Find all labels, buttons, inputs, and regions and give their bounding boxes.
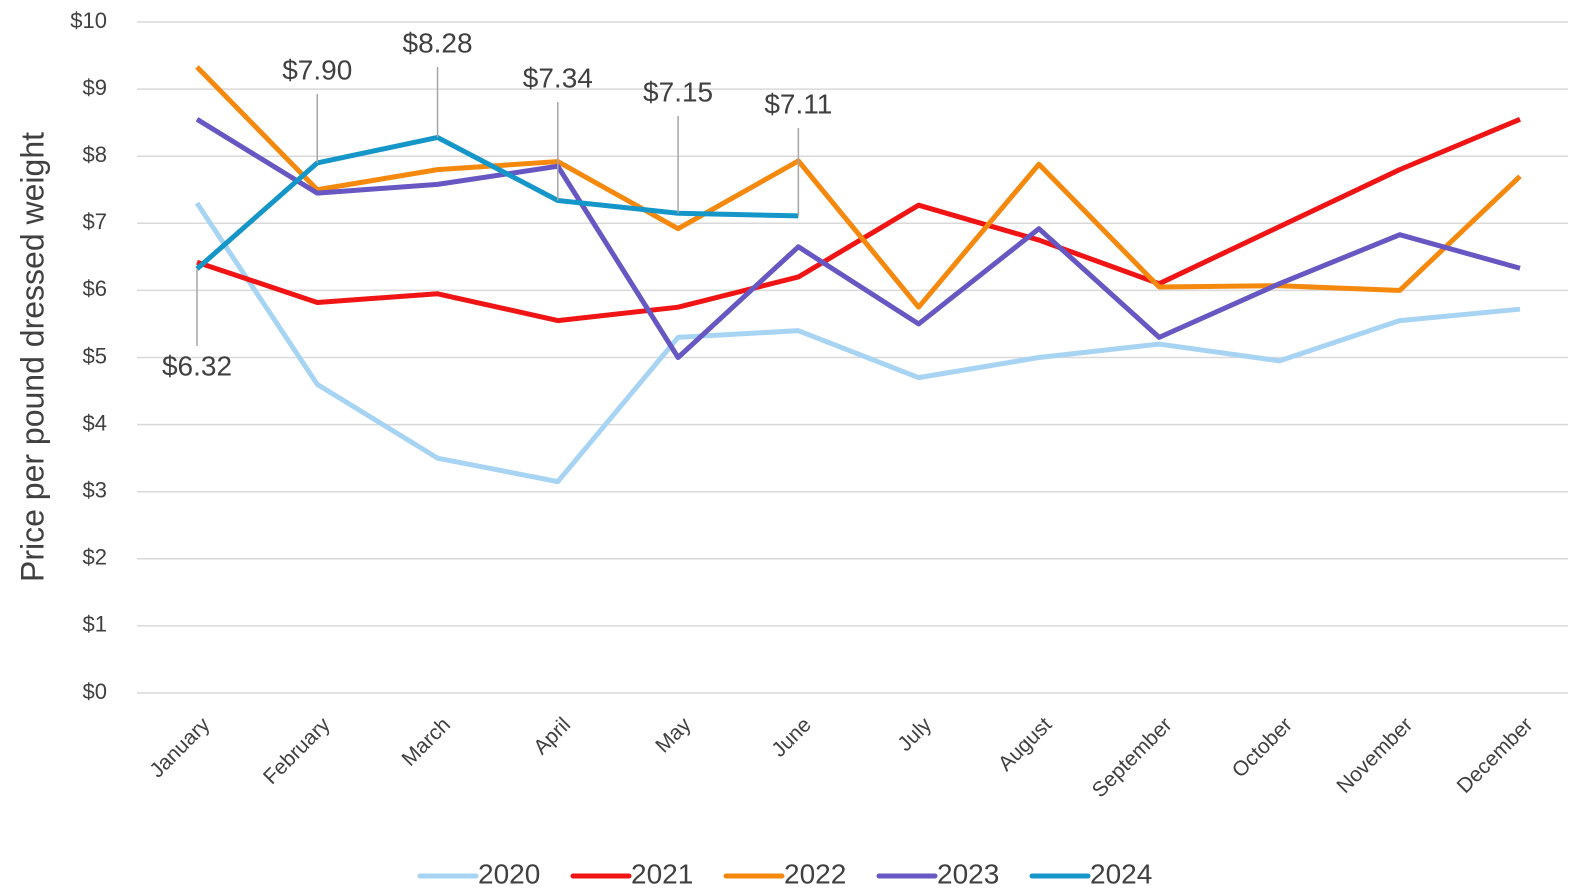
y-tick-label: $7 <box>83 209 107 234</box>
series-line <box>195 65 1522 310</box>
y-tick-label: $2 <box>83 545 107 570</box>
data-label: $7.15 <box>643 76 713 107</box>
legend-label: 2020 <box>478 858 540 889</box>
y-tick-label: $9 <box>83 75 107 100</box>
y-tick-label: $3 <box>83 478 107 503</box>
data-label: $7.34 <box>523 62 593 93</box>
y-axis-label: Price per pound dressed weight <box>14 132 50 582</box>
series-line <box>194 201 1521 485</box>
x-tick-label: April <box>529 713 575 759</box>
data-label: $7.90 <box>282 54 352 85</box>
y-tick-label: $8 <box>83 142 107 167</box>
series-line <box>195 117 1521 360</box>
legend-label: 2023 <box>937 858 999 889</box>
x-tick-label: July <box>893 713 936 756</box>
x-tick-label: November <box>1332 713 1417 798</box>
x-tick-label: March <box>397 713 455 771</box>
x-tick-label: August <box>994 713 1057 776</box>
x-tick-label: February <box>259 713 335 789</box>
data-label: $8.28 <box>403 27 473 58</box>
x-tick-label: October <box>1228 713 1297 782</box>
y-tick-label: $0 <box>83 679 107 704</box>
series-line <box>195 134 799 271</box>
x-tick-label: June <box>767 713 815 761</box>
data-label: $6.32 <box>162 350 232 381</box>
x-tick-label: May <box>651 713 696 758</box>
y-tick-label: $4 <box>83 410 107 435</box>
x-tick-label: January <box>145 713 214 782</box>
legend-label: 2024 <box>1090 858 1152 889</box>
data-label: $7.11 <box>764 88 832 119</box>
y-tick-label: $5 <box>83 343 107 368</box>
series-line <box>196 116 1521 324</box>
y-tick-label: $1 <box>83 612 107 637</box>
legend-label: 2022 <box>784 858 846 889</box>
x-tick-label: September <box>1088 713 1177 802</box>
x-tick-label: December <box>1453 713 1538 798</box>
y-tick-label: $10 <box>70 8 107 33</box>
legend-label: 2021 <box>631 858 693 889</box>
y-tick-label: $6 <box>83 276 107 301</box>
